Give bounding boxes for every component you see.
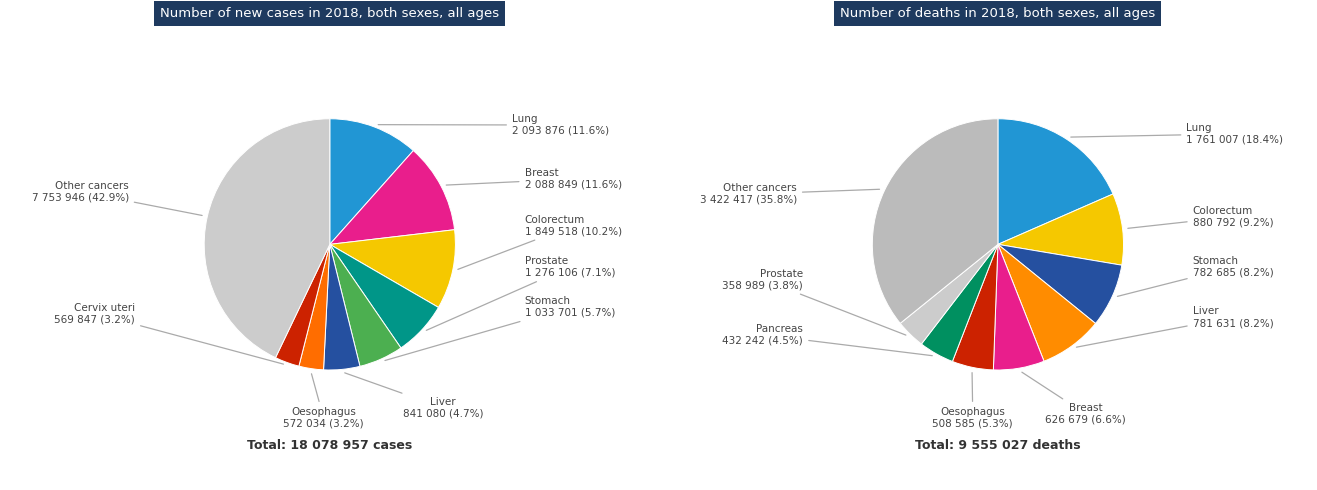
Wedge shape [922,245,998,362]
Wedge shape [299,245,329,370]
Wedge shape [872,119,998,323]
Text: Stomach
1 033 701 (5.7%): Stomach 1 033 701 (5.7%) [385,296,615,361]
Text: Pancreas
432 242 (4.5%): Pancreas 432 242 (4.5%) [723,324,932,356]
Text: Colorectum
1 849 518 (10.2%): Colorectum 1 849 518 (10.2%) [458,215,622,270]
Wedge shape [329,119,414,245]
Text: Colorectum
880 792 (9.2%): Colorectum 880 792 (9.2%) [1127,206,1274,228]
Wedge shape [275,245,329,366]
Text: Other cancers
3 422 417 (35.8%): Other cancers 3 422 417 (35.8%) [699,183,880,205]
Wedge shape [952,245,998,370]
Text: Total: 9 555 027 deaths: Total: 9 555 027 deaths [915,439,1081,452]
Text: Oesophagus
572 034 (3.2%): Oesophagus 572 034 (3.2%) [283,374,363,429]
Wedge shape [324,245,360,370]
Text: Other cancers
7 753 946 (42.9%): Other cancers 7 753 946 (42.9%) [32,181,202,216]
Wedge shape [329,245,439,348]
Text: Cervix uteri
569 847 (3.2%): Cervix uteri 569 847 (3.2%) [54,303,283,364]
Text: Breast
626 679 (6.6%): Breast 626 679 (6.6%) [1022,372,1126,425]
Wedge shape [998,245,1096,361]
Text: Breast
2 088 849 (11.6%): Breast 2 088 849 (11.6%) [446,168,622,190]
Text: Total: 18 078 957 cases: Total: 18 078 957 cases [248,439,412,452]
Wedge shape [993,245,1044,370]
Wedge shape [329,150,454,245]
Text: Liver
781 631 (8.2%): Liver 781 631 (8.2%) [1076,306,1274,347]
Wedge shape [998,119,1113,245]
Title: Number of deaths in 2018, both sexes, all ages: Number of deaths in 2018, both sexes, al… [840,7,1155,20]
Wedge shape [998,245,1122,323]
Wedge shape [901,245,998,344]
Text: Prostate
1 276 106 (7.1%): Prostate 1 276 106 (7.1%) [427,256,615,330]
Text: Lung
2 093 876 (11.6%): Lung 2 093 876 (11.6%) [378,114,608,136]
Wedge shape [204,119,329,358]
Text: Oesophagus
508 585 (5.3%): Oesophagus 508 585 (5.3%) [932,372,1013,429]
Text: Lung
1 761 007 (18.4%): Lung 1 761 007 (18.4%) [1071,123,1283,145]
Wedge shape [998,194,1123,265]
Text: Stomach
782 685 (8.2%): Stomach 782 685 (8.2%) [1117,256,1274,296]
Title: Number of new cases in 2018, both sexes, all ages: Number of new cases in 2018, both sexes,… [161,7,499,20]
Text: Prostate
358 989 (3.8%): Prostate 358 989 (3.8%) [723,269,906,335]
Wedge shape [329,230,456,307]
Wedge shape [329,245,400,367]
Text: Liver
841 080 (4.7%): Liver 841 080 (4.7%) [345,373,483,418]
